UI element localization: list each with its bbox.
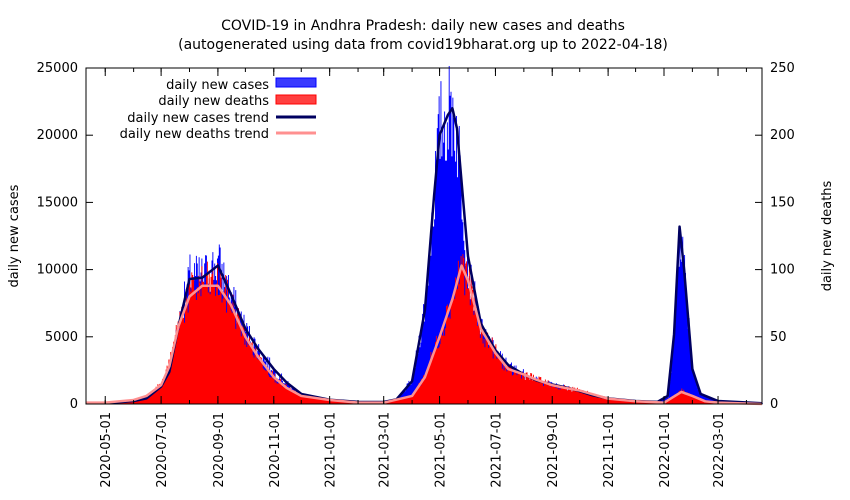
deaths-bars <box>86 254 757 404</box>
x-tick-label: 2021-07-01 <box>489 412 504 488</box>
x-tick-label: 2021-09-01 <box>546 412 561 488</box>
x-tick-label: 2020-11-01 <box>268 412 283 488</box>
cases-bar-set <box>86 66 763 404</box>
y-tick-label: 10000 <box>37 263 78 278</box>
legend-swatch-cases <box>275 77 317 88</box>
y2-tick-label: 200 <box>770 128 795 143</box>
legend-label-deaths-trend: daily new deaths trend <box>120 127 269 142</box>
x-tick-label: 2021-05-01 <box>434 412 449 488</box>
cases-bars <box>86 66 763 404</box>
chart-title: COVID-19 in Andhra Pradesh: daily new ca… <box>221 18 625 34</box>
legend-label-cases-trend: daily new cases trend <box>127 111 269 126</box>
x-tick-label: 2020-07-01 <box>155 412 170 488</box>
x-tick-label: 2020-09-01 <box>212 412 227 488</box>
legend-swatch-deaths <box>275 94 317 105</box>
axes: 0 5000 10000 15000 20000 25000 0 50 100 150 200 250… <box>37 61 795 488</box>
legend: daily new cases daily new deaths daily n… <box>120 77 317 142</box>
legend-label-deaths: daily new deaths <box>158 94 269 109</box>
x-tick-label: 2021-11-01 <box>602 412 617 488</box>
x-tick-label: 2021-03-01 <box>378 412 393 488</box>
y-tick-label: 5000 <box>45 330 78 345</box>
x-tick-label: 2021-01-01 <box>324 412 339 488</box>
y2-axis-label: daily new deaths <box>820 180 835 291</box>
chart-subtitle: (autogenerated using data from covid19bh… <box>178 37 668 53</box>
y2-tick-label: 150 <box>770 195 795 210</box>
legend-label-cases: daily new cases <box>166 78 269 93</box>
x-tick-label: 2022-01-01 <box>658 412 673 488</box>
cases-trend-line <box>86 107 763 405</box>
x-tick-label: 2020-05-01 <box>99 412 114 488</box>
y2-tick-label: 50 <box>770 330 787 345</box>
plot-frame <box>85 67 763 405</box>
y-tick-label: 15000 <box>37 195 78 210</box>
x-tick-label: 2022-03-01 <box>712 412 727 488</box>
deaths-trend-line <box>86 264 763 406</box>
deaths-bar-set <box>86 254 757 404</box>
y-tick-label: 20000 <box>37 128 78 143</box>
trend-lines <box>86 107 763 406</box>
y-axis-label: daily new cases <box>7 184 22 287</box>
y-tick-label: 25000 <box>37 61 78 76</box>
y2-tick-label: 0 <box>770 397 778 412</box>
y2-tick-label: 250 <box>770 61 795 76</box>
y2-tick-label: 100 <box>770 263 795 278</box>
y-tick-label: 0 <box>70 397 78 412</box>
